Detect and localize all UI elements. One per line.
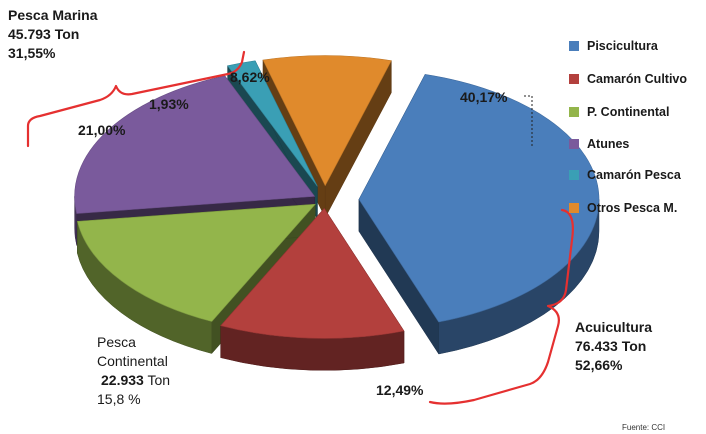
pie-tops [74, 55, 600, 339]
legend-label: Camarón Pesca [587, 168, 681, 182]
legend-swatch [569, 139, 579, 149]
legend-label: Atunes [587, 137, 630, 151]
legend-label: Camarón Cultivo [587, 72, 688, 86]
legend-swatch [569, 74, 579, 84]
data-label-atunes: 21,00% [78, 122, 126, 138]
legend-swatch [569, 107, 579, 117]
annotation-pesca-marina-amount: 45.793 Ton [8, 26, 80, 42]
pie-slice-0 [358, 74, 600, 323]
annotation-continental-percent: 15,8 % [97, 391, 141, 407]
legend-item-camaron-cultivo: Camarón Cultivo [569, 72, 687, 86]
annotation-pesca-continental: Pesca Continental 22.933 Ton 15,8 % [97, 333, 170, 409]
annotation-continental-amount-unit: Ton [147, 372, 171, 388]
bracket-acuicultura [428, 208, 574, 405]
legend-label: Otros Pesca M. [587, 201, 678, 215]
annotation-acuicultura-percent: 52,66% [575, 357, 623, 373]
legend-swatch [569, 203, 579, 213]
data-label-camaron-cultivo: 12,49% [376, 382, 424, 398]
source-note: Fuente: CCI [622, 423, 666, 432]
legend-label: Piscicultura [587, 39, 658, 53]
legend-swatch [569, 170, 579, 180]
leader-line-piscicultura [524, 95, 533, 148]
annotation-pesca-marina-percent: 31,55% [8, 45, 56, 61]
data-label-otros-pesca: 8,62% [230, 69, 270, 85]
annotation-acuicultura-amount: 76.433 Ton [575, 338, 647, 354]
legend-item-p-continental: P. Continental [569, 105, 669, 119]
legend-label: P. Continental [587, 105, 670, 119]
pie-slice-2 [77, 203, 317, 322]
legend-item-atunes: Atunes [569, 137, 629, 151]
annotation-continental-amount-value: 22.933 [101, 372, 144, 388]
pie-slice-1 [220, 207, 405, 339]
legend-item-piscicultura: Piscicultura [569, 39, 658, 53]
pie-slice-5 [262, 55, 392, 187]
annotation-continental-amount: 22.933 Ton [97, 371, 170, 390]
annotation-pesca-marina-title: Pesca Marina [8, 7, 98, 23]
annotation-acuicultura-title: Acuicultura [575, 319, 653, 335]
legend-item-otros-pesca: Otros Pesca M. [569, 201, 677, 215]
annotation-continental-title2: Continental [97, 353, 168, 369]
legend-item-camaron-pesca: Camarón Pesca [569, 168, 681, 182]
data-label-piscicultura: 40,17% [460, 89, 508, 105]
annotation-pesca-marina: Pesca Marina 45.793 Ton 31,55% [8, 6, 98, 63]
data-label-camaron-pesca: 1,93% [149, 96, 189, 112]
pie-slice-3 [74, 75, 316, 214]
annotation-acuicultura: Acuicultura 76.433 Ton 52,66% [575, 318, 652, 375]
annotation-continental-title1: Pesca [97, 334, 136, 350]
legend-swatch [569, 41, 579, 51]
bracket-pesca-marina [26, 50, 246, 148]
